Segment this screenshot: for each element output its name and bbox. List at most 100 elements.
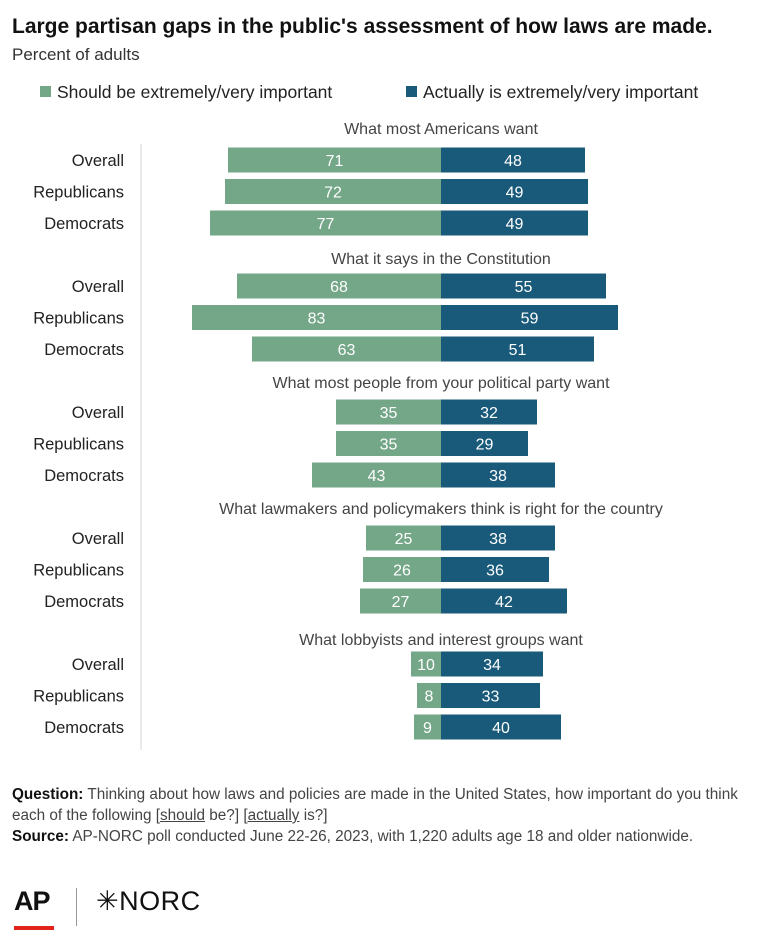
- bar-actually-value: 49: [506, 185, 524, 202]
- question-note: Question: Thinking about how laws and po…: [12, 784, 756, 826]
- bar-actually: [441, 431, 528, 456]
- bar-should-value: 83: [308, 311, 326, 328]
- legend-swatch-actually: [406, 86, 417, 97]
- bar-should: [192, 305, 441, 330]
- norc-logo: ✳NORC: [96, 886, 201, 916]
- chart-notes: Question: Thinking about how laws and po…: [12, 784, 756, 847]
- bar-actually-value: 29: [476, 437, 494, 454]
- bar-should-value: 71: [326, 153, 344, 170]
- bar-actually-value: 59: [521, 311, 539, 328]
- bar-should: [312, 462, 441, 488]
- question-text-mid: be?] [: [205, 807, 248, 824]
- ap-logo: AP: [14, 886, 51, 916]
- row-label: Overall: [72, 152, 124, 170]
- bar-should: [411, 651, 441, 677]
- bar-actually-value: 55: [515, 279, 533, 296]
- bar-should-value: 27: [392, 594, 410, 611]
- bar-actually: [441, 588, 567, 614]
- bar-should: [417, 683, 441, 708]
- row-label: Democrats: [44, 341, 124, 359]
- bar-should-value: 10: [417, 657, 435, 674]
- question-should: should: [159, 807, 206, 824]
- bar-actually: [441, 210, 588, 236]
- footer-logos: AP ✳NORC: [12, 884, 312, 936]
- ap-logo-underline: [14, 926, 54, 930]
- group-title: What most Americans want: [344, 121, 538, 138]
- row-label: Republicans: [33, 688, 124, 706]
- bar-should: [237, 273, 441, 299]
- bar-actually: [441, 147, 585, 173]
- bar-actually-value: 49: [506, 216, 524, 233]
- row-label: Overall: [72, 404, 124, 422]
- bar-should: [414, 714, 441, 740]
- row-label: Overall: [72, 656, 124, 674]
- bar-should: [363, 557, 441, 582]
- bar-actually-value: 38: [489, 531, 507, 548]
- bar-should-value: 77: [317, 216, 335, 233]
- group-title: What most people from your political par…: [272, 375, 610, 392]
- bar-actually-value: 42: [495, 594, 513, 611]
- bar-should-value: 35: [380, 437, 398, 454]
- group-title: What lawmakers and policymakers think is…: [219, 501, 663, 518]
- bar-should: [228, 147, 441, 173]
- legend-swatch-should: [40, 86, 51, 97]
- bar-should-value: 35: [380, 405, 398, 422]
- bar-should-value: 72: [324, 185, 342, 202]
- source-label: Source:: [12, 828, 69, 845]
- bar-actually: [441, 179, 588, 204]
- group-title: What it says in the Constitution: [331, 251, 551, 268]
- source-note: Source: AP-NORC poll conducted June 22-2…: [12, 826, 756, 847]
- row-label: Democrats: [44, 467, 124, 485]
- question-actually: actually: [247, 807, 300, 824]
- row-label: Democrats: [44, 215, 124, 233]
- bar-actually: [441, 557, 549, 582]
- bar-should: [360, 588, 441, 614]
- bar-should-value: 9: [423, 720, 432, 737]
- bar-actually-value: 32: [480, 405, 498, 422]
- bar-should-value: 43: [368, 468, 386, 485]
- bar-actually: [441, 399, 537, 425]
- chart-title: Large partisan gaps in the public's asse…: [12, 15, 713, 38]
- row-label: Republicans: [33, 184, 124, 202]
- bar-actually: [441, 651, 543, 677]
- bar-should: [366, 525, 441, 551]
- row-label: Overall: [72, 530, 124, 548]
- bar-should-value: 68: [330, 279, 348, 296]
- bar-actually: [441, 714, 561, 740]
- row-label: Republicans: [33, 310, 124, 328]
- legend-label-should: Should be extremely/very important: [57, 82, 333, 102]
- row-label: Democrats: [44, 593, 124, 611]
- row-label: Republicans: [33, 562, 124, 580]
- bar-actually: [441, 273, 606, 299]
- row-label: Democrats: [44, 719, 124, 737]
- chart-subtitle: Percent of adults: [12, 45, 140, 64]
- bar-should: [225, 179, 441, 204]
- bar-should: [210, 210, 441, 236]
- logo-divider: [76, 888, 77, 926]
- bar-actually: [441, 462, 555, 488]
- diverging-bar-chart: What most Americans want Overall 71 48 Repub…: [33, 121, 663, 750]
- row-label: Republicans: [33, 436, 124, 454]
- bar-actually-value: 40: [492, 720, 510, 737]
- legend-label-actually: Actually is extremely/very important: [423, 82, 699, 102]
- bar-actually-value: 48: [504, 153, 522, 170]
- bar-actually-value: 36: [486, 563, 504, 580]
- question-text-pre: Thinking about how laws and policies are…: [12, 786, 738, 824]
- bar-should-value: 8: [425, 689, 434, 706]
- question-label: Question:: [12, 786, 84, 803]
- bar-actually-value: 51: [509, 342, 527, 359]
- legend-item-should: Should be extremely/very important: [40, 80, 332, 104]
- bar-actually: [441, 336, 594, 362]
- bar-should: [252, 336, 441, 362]
- bar-should-value: 25: [395, 531, 413, 548]
- bar-actually: [441, 305, 618, 330]
- bar-should-value: 63: [338, 342, 356, 359]
- source-text: AP-NORC poll conducted June 22-26, 2023,…: [68, 828, 694, 845]
- bar-should: [336, 431, 441, 456]
- bar-actually-value: 38: [489, 468, 507, 485]
- group-title: What lobbyists and interest groups want: [299, 632, 583, 649]
- legend-item-actually: Actually is extremely/very important: [406, 80, 698, 104]
- bar-should-value: 26: [393, 563, 411, 580]
- bar-actually: [441, 525, 555, 551]
- row-label: Overall: [72, 278, 124, 296]
